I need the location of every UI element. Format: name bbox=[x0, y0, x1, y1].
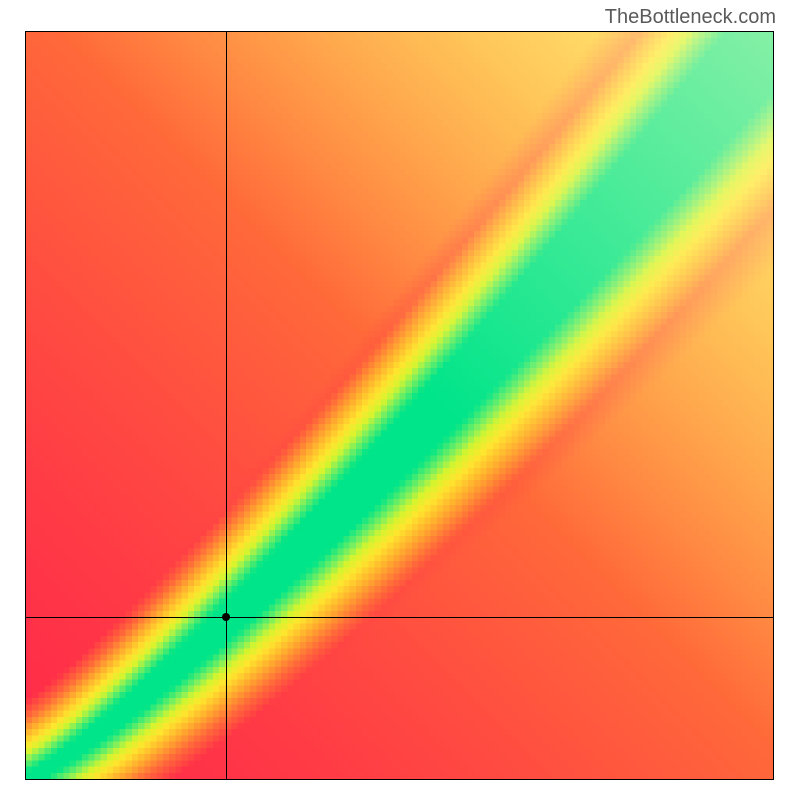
heatmap-canvas bbox=[26, 32, 773, 779]
crosshair-vertical bbox=[226, 32, 227, 779]
watermark-label: TheBottleneck.com bbox=[605, 6, 776, 29]
chart-container: TheBottleneck.com bbox=[0, 0, 800, 800]
marker-dot bbox=[222, 613, 230, 621]
chart-frame bbox=[25, 31, 774, 780]
crosshair-horizontal bbox=[26, 617, 773, 618]
